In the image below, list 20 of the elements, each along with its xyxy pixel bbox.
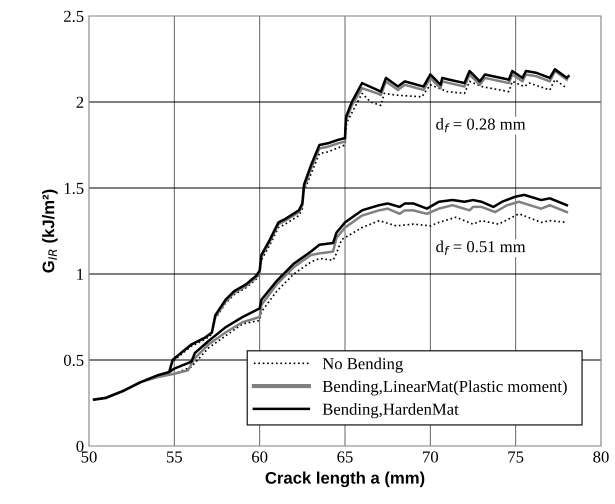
x-tick-label: 70: [423, 451, 438, 463]
y-tick-label: 0.5: [64, 354, 84, 366]
x-axis-title: Crack length a (mm): [266, 472, 424, 488]
y-tick-label: 1.5: [64, 182, 84, 194]
annotation: d$_{f}$ = 0.51 mm: [436, 240, 526, 255]
y-tick-label: 2.5: [64, 10, 84, 22]
x-tick-label: 75: [508, 452, 524, 463]
x-tick-label: 55: [166, 452, 182, 463]
legend-label: No Bending: [322, 358, 403, 373]
x-tick-label: 65: [337, 451, 353, 463]
legend-label: Bending,LinearMat(Plastic moment): [322, 380, 567, 396]
y-tick-label: 2: [76, 96, 84, 108]
annotation: d$_{f}$ = 0.28 mm: [436, 118, 526, 132]
x-tick-label: 80: [593, 451, 609, 463]
x-tick-label: 50: [82, 451, 97, 463]
y-tick-label: 1: [77, 268, 84, 280]
legend-label: Bending,HardenMat: [322, 403, 459, 418]
y-tick-label: 0: [76, 440, 84, 452]
y-axis-title: G$_{IR}$ (kJ/m²): [42, 190, 58, 273]
x-tick-label: 60: [252, 451, 268, 463]
